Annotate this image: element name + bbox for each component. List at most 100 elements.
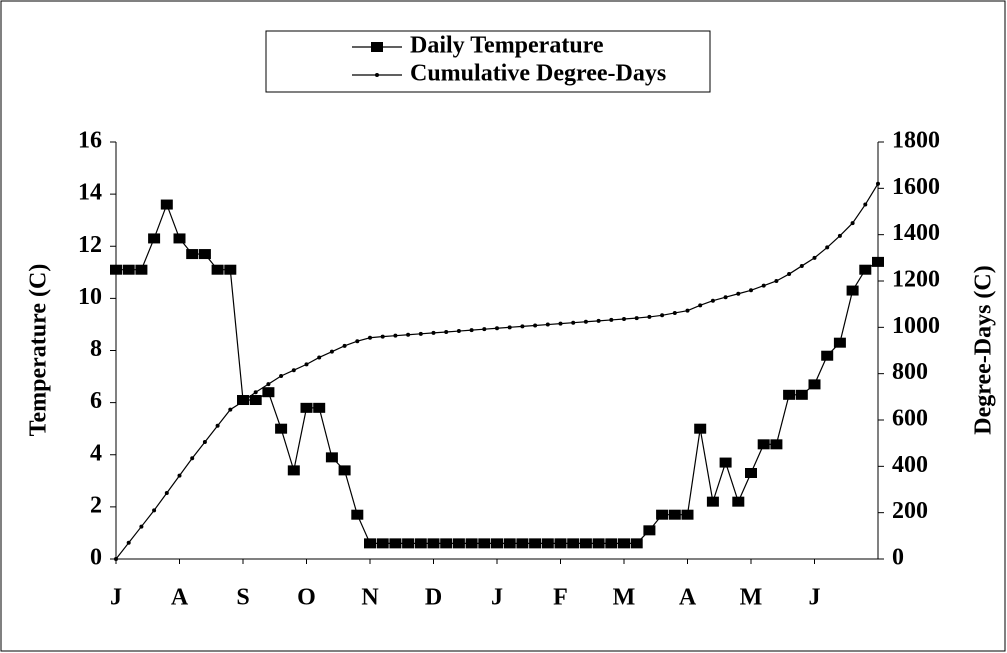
marker [325,452,338,463]
marker [465,538,478,549]
marker [681,509,694,520]
marker [541,538,554,549]
marker [520,324,525,329]
marker [863,202,868,207]
marker [164,490,169,495]
marker [427,538,440,549]
legend-label: Daily Temperature [410,33,604,59]
x-tick-label: M [613,585,636,611]
y-tick-label: 8 [90,336,102,362]
marker [224,264,237,275]
marker [317,355,322,360]
marker [507,325,512,330]
y-axis-label: Temperature (C) [26,264,52,437]
marker [186,249,199,260]
x-tick-label: A [679,585,697,611]
legend-marker [371,42,383,52]
marker [351,509,364,520]
marker [583,319,588,324]
y2-tick-label: 200 [892,498,928,524]
marker [478,538,491,549]
marker [799,263,804,268]
marker [418,331,423,336]
marker [228,407,233,412]
marker [338,465,351,476]
marker [126,540,131,545]
y2-tick-label: 400 [892,452,928,478]
marker [241,399,245,404]
marker [812,255,817,260]
marker [148,233,161,244]
marker [872,256,884,267]
x-tick-label: M [740,585,763,611]
x-tick-label: A [171,585,189,611]
marker [770,439,783,450]
marker [774,279,779,283]
marker [647,314,652,319]
marker [160,199,173,210]
y-tick-label: 6 [90,388,102,414]
marker [783,389,796,400]
marker [215,423,220,428]
marker [757,439,770,450]
marker [571,320,576,325]
marker [634,316,639,321]
marker [414,538,427,549]
marker [837,233,842,238]
marker [389,538,402,549]
marker [469,328,474,333]
marker [605,538,618,549]
marker [368,335,372,340]
marker [554,538,567,549]
marker [558,321,563,326]
marker [444,329,449,334]
marker [190,456,195,461]
marker [749,288,753,293]
y2-axis-label: Degree-Days (C) [971,265,997,435]
marker [110,264,122,275]
marker [630,538,643,549]
marker [135,264,148,275]
marker [668,509,681,520]
marker [393,333,398,338]
y2-tick-label: 600 [892,406,928,432]
y2-tick-label: 1600 [892,174,940,200]
marker [723,295,728,300]
y-tick-label: 16 [78,128,102,154]
marker [529,538,542,549]
x-tick-label: O [297,585,316,611]
marker [710,298,715,303]
marker [342,343,347,348]
y-tick-label: 12 [78,232,102,258]
marker [291,368,296,373]
marker [821,350,834,361]
legend-label: Cumulative Degree-Days [410,61,666,87]
marker [355,339,360,344]
y-tick-label: 4 [90,440,102,466]
marker [745,467,757,478]
marker [114,557,118,561]
marker [567,538,580,549]
y2-tick-label: 1400 [892,220,940,246]
x-tick-label: F [553,585,568,611]
marker [643,525,656,536]
marker [545,322,550,327]
y-tick-label: 2 [90,492,102,518]
marker [313,402,326,413]
marker [495,326,499,331]
legend-marker [375,73,379,77]
marker [719,457,732,468]
marker [152,508,157,513]
marker [440,538,453,549]
y2-tick-label: 1800 [892,128,940,154]
y-tick-label: 10 [78,284,102,310]
marker [850,221,855,226]
marker [452,538,465,549]
marker [491,538,503,549]
marker [380,334,385,339]
marker [275,423,288,434]
marker [304,362,309,367]
marker [198,249,211,260]
marker [808,379,821,390]
